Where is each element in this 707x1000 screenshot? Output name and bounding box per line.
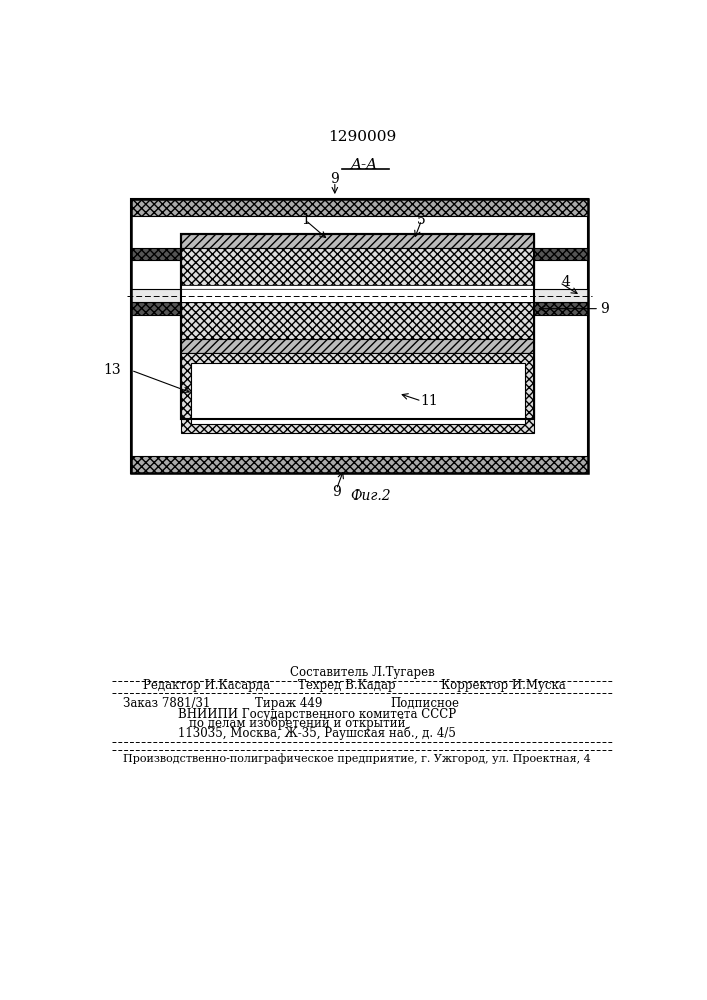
Bar <box>131 199 588 216</box>
Bar <box>182 285 534 289</box>
Text: A-A: A-A <box>350 158 377 172</box>
Text: 1: 1 <box>301 213 310 227</box>
Bar <box>131 199 588 473</box>
Bar <box>534 302 588 315</box>
Text: 9: 9 <box>600 302 609 316</box>
Bar <box>131 302 182 315</box>
Bar <box>182 302 534 339</box>
Bar <box>182 289 534 302</box>
Text: Корректор И.Муска: Корректор И.Муска <box>441 679 566 692</box>
Text: 5: 5 <box>417 213 426 227</box>
Bar <box>191 363 525 424</box>
Text: Техред В.Кадар: Техред В.Кадар <box>298 679 395 692</box>
Bar <box>182 234 534 419</box>
Bar <box>131 456 588 473</box>
Bar <box>182 339 534 353</box>
Bar <box>131 199 588 473</box>
Bar <box>131 248 182 260</box>
Text: ВНИИПИ Государственного комитета СССР: ВНИИПИ Государственного комитета СССР <box>177 708 455 721</box>
Text: Составитель Л.Тугарев: Составитель Л.Тугарев <box>290 666 434 679</box>
Text: Заказ 7881/31: Заказ 7881/31 <box>123 697 211 710</box>
Text: Редактор И.Касарда: Редактор И.Касарда <box>143 679 270 692</box>
Text: 113035, Москва, Ж-35, Раушская наб., д. 4/5: 113035, Москва, Ж-35, Раушская наб., д. … <box>177 726 455 740</box>
Text: 9: 9 <box>330 172 339 186</box>
Text: 1290009: 1290009 <box>328 130 396 144</box>
Text: 11: 11 <box>421 394 438 408</box>
Text: Производственно-полиграфическое предприятие, г. Ужгород, ул. Проектная, 4: Производственно-полиграфическое предприя… <box>123 754 591 764</box>
Bar <box>182 234 534 419</box>
Bar <box>182 248 534 285</box>
Text: Тираж 449: Тираж 449 <box>255 697 322 710</box>
Bar <box>182 353 534 433</box>
Bar <box>534 248 588 260</box>
Text: 13: 13 <box>103 363 121 377</box>
Text: по делам изобретений и открытий: по делам изобретений и открытий <box>189 717 406 730</box>
Text: 4: 4 <box>561 275 570 289</box>
Bar <box>182 289 534 302</box>
Bar <box>182 234 534 248</box>
Text: Подписное: Подписное <box>391 697 460 710</box>
Text: 9: 9 <box>332 485 341 499</box>
Bar <box>131 289 588 302</box>
Text: Фиг.2: Фиг.2 <box>351 489 391 503</box>
